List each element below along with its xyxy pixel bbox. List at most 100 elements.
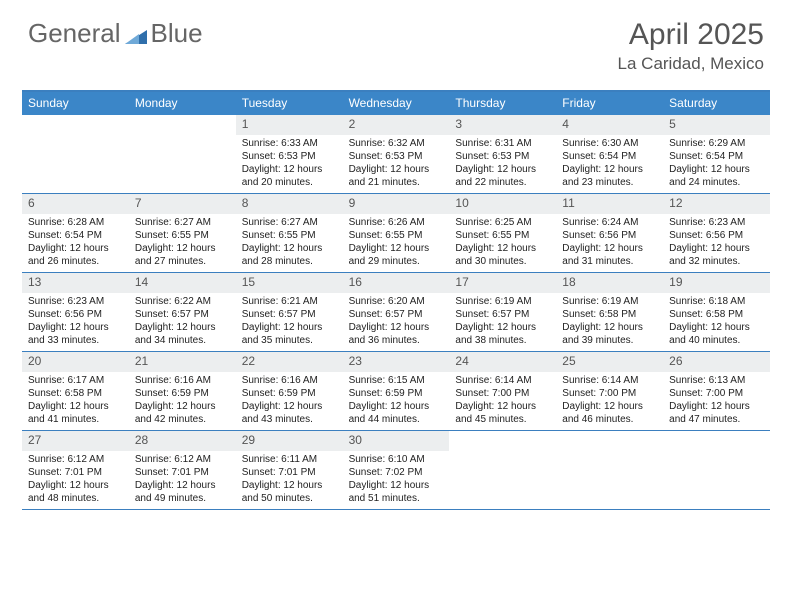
day-number: 20 (22, 352, 129, 372)
day-number: 12 (663, 194, 770, 214)
sunrise-line: Sunrise: 6:11 AM (242, 453, 337, 466)
day-body: Sunrise: 6:26 AMSunset: 6:55 PMDaylight:… (343, 214, 450, 272)
day-cell: 22Sunrise: 6:16 AMSunset: 6:59 PMDayligh… (236, 352, 343, 430)
day-cell: 15Sunrise: 6:21 AMSunset: 6:57 PMDayligh… (236, 273, 343, 351)
day-number: 21 (129, 352, 236, 372)
sunset-line: Sunset: 6:58 PM (669, 308, 764, 321)
daylight-line: Daylight: 12 hours and 51 minutes. (349, 479, 444, 505)
daylight-line: Daylight: 12 hours and 26 minutes. (28, 242, 123, 268)
sunrise-line: Sunrise: 6:14 AM (562, 374, 657, 387)
day-cell: 30Sunrise: 6:10 AMSunset: 7:02 PMDayligh… (343, 431, 450, 509)
sunset-line: Sunset: 7:01 PM (242, 466, 337, 479)
sunset-line: Sunset: 6:57 PM (242, 308, 337, 321)
daylight-line: Daylight: 12 hours and 40 minutes. (669, 321, 764, 347)
sunset-line: Sunset: 6:54 PM (28, 229, 123, 242)
day-body: Sunrise: 6:11 AMSunset: 7:01 PMDaylight:… (236, 451, 343, 509)
day-number: 23 (343, 352, 450, 372)
day-body: Sunrise: 6:16 AMSunset: 6:59 PMDaylight:… (129, 372, 236, 430)
day-cell (129, 115, 236, 193)
sunrise-line: Sunrise: 6:14 AM (455, 374, 550, 387)
day-body: Sunrise: 6:12 AMSunset: 7:01 PMDaylight:… (22, 451, 129, 509)
day-number: 22 (236, 352, 343, 372)
sunset-line: Sunset: 6:53 PM (242, 150, 337, 163)
daylight-line: Daylight: 12 hours and 44 minutes. (349, 400, 444, 426)
day-number: 15 (236, 273, 343, 293)
week-row: 13Sunrise: 6:23 AMSunset: 6:56 PMDayligh… (22, 273, 770, 352)
day-number: 16 (343, 273, 450, 293)
sunrise-line: Sunrise: 6:23 AM (28, 295, 123, 308)
sunrise-line: Sunrise: 6:16 AM (135, 374, 230, 387)
daylight-line: Daylight: 12 hours and 48 minutes. (28, 479, 123, 505)
brand-logo: General Blue (28, 18, 203, 49)
sunrise-line: Sunrise: 6:21 AM (242, 295, 337, 308)
day-cell: 26Sunrise: 6:13 AMSunset: 7:00 PMDayligh… (663, 352, 770, 430)
day-body: Sunrise: 6:23 AMSunset: 6:56 PMDaylight:… (22, 293, 129, 351)
day-number: 14 (129, 273, 236, 293)
daylight-line: Daylight: 12 hours and 34 minutes. (135, 321, 230, 347)
day-number: 2 (343, 115, 450, 135)
sunset-line: Sunset: 6:54 PM (562, 150, 657, 163)
daylight-line: Daylight: 12 hours and 23 minutes. (562, 163, 657, 189)
sunrise-line: Sunrise: 6:19 AM (562, 295, 657, 308)
day-number: 7 (129, 194, 236, 214)
sunset-line: Sunset: 7:01 PM (28, 466, 123, 479)
sunrise-line: Sunrise: 6:27 AM (242, 216, 337, 229)
day-cell: 5Sunrise: 6:29 AMSunset: 6:54 PMDaylight… (663, 115, 770, 193)
dow-cell: Wednesday (343, 92, 450, 115)
daylight-line: Daylight: 12 hours and 24 minutes. (669, 163, 764, 189)
day-number: 24 (449, 352, 556, 372)
daylight-line: Daylight: 12 hours and 39 minutes. (562, 321, 657, 347)
sunrise-line: Sunrise: 6:31 AM (455, 137, 550, 150)
sunset-line: Sunset: 6:55 PM (455, 229, 550, 242)
sunrise-line: Sunrise: 6:28 AM (28, 216, 123, 229)
day-cell: 14Sunrise: 6:22 AMSunset: 6:57 PMDayligh… (129, 273, 236, 351)
sunrise-line: Sunrise: 6:32 AM (349, 137, 444, 150)
week-row: 1 Sunrise: 6:33 AMSunset: 6:53 PM Daylight… (22, 115, 770, 194)
day-body: Sunrise: 6:21 AMSunset: 6:57 PMDaylight:… (236, 293, 343, 351)
sunrise-line: Sunrise: 6:23 AM (669, 216, 764, 229)
sunrise-line: Sunrise: 6:12 AM (28, 453, 123, 466)
day-body: Sunrise: 6:28 AMSunset: 6:54 PMDaylight:… (22, 214, 129, 272)
day-cell: 20Sunrise: 6:17 AMSunset: 6:58 PMDayligh… (22, 352, 129, 430)
sunrise-line: Sunrise: 6:24 AM (562, 216, 657, 229)
sunset-line: Sunset: 6:56 PM (669, 229, 764, 242)
day-body: Sunrise: 6:12 AMSunset: 7:01 PMDaylight:… (129, 451, 236, 509)
sunrise-line: Sunrise: 6:29 AM (669, 137, 764, 150)
sunrise-line: Sunrise: 6:33 AM (242, 137, 337, 150)
sunset-line: Sunset: 6:54 PM (669, 150, 764, 163)
day-cell: 10Sunrise: 6:25 AMSunset: 6:55 PMDayligh… (449, 194, 556, 272)
day-cell: 18Sunrise: 6:19 AMSunset: 6:58 PMDayligh… (556, 273, 663, 351)
daylight-line: Daylight: 12 hours and 50 minutes. (242, 479, 337, 505)
sunrise-line: Sunrise: 6:18 AM (669, 295, 764, 308)
sunrise-line: Sunrise: 6:27 AM (135, 216, 230, 229)
day-cell: 13Sunrise: 6:23 AMSunset: 6:56 PMDayligh… (22, 273, 129, 351)
day-number: 26 (663, 352, 770, 372)
day-cell (663, 431, 770, 509)
week-row: 27Sunrise: 6:12 AMSunset: 7:01 PMDayligh… (22, 431, 770, 510)
day-cell: 17Sunrise: 6:19 AMSunset: 6:57 PMDayligh… (449, 273, 556, 351)
brand-part1: General (28, 18, 121, 49)
sunrise-line: Sunrise: 6:30 AM (562, 137, 657, 150)
sunrise-line: Sunrise: 6:12 AM (135, 453, 230, 466)
day-body: Sunrise: 6:14 AMSunset: 7:00 PMDaylight:… (449, 372, 556, 430)
daylight-line: Daylight: 12 hours and 35 minutes. (242, 321, 337, 347)
day-number: 1 (236, 115, 343, 135)
day-cell: 28Sunrise: 6:12 AMSunset: 7:01 PMDayligh… (129, 431, 236, 509)
page-header: General Blue April 2025 La Caridad, Mexi… (0, 0, 792, 82)
day-body: Sunrise: 6:18 AMSunset: 6:58 PMDaylight:… (663, 293, 770, 351)
sunset-line: Sunset: 6:57 PM (455, 308, 550, 321)
day-of-week-row: SundayMondayTuesdayWednesdayThursdayFrid… (22, 92, 770, 115)
sunset-line: Sunset: 6:55 PM (135, 229, 230, 242)
day-number: 9 (343, 194, 450, 214)
sunset-line: Sunset: 7:00 PM (455, 387, 550, 400)
day-body: Sunrise: 6:13 AMSunset: 7:00 PMDaylight:… (663, 372, 770, 430)
day-body: Sunrise: 6:30 AMSunset: 6:54 PMDaylight:… (556, 135, 663, 193)
day-cell: 11Sunrise: 6:24 AMSunset: 6:56 PMDayligh… (556, 194, 663, 272)
sunrise-line: Sunrise: 6:22 AM (135, 295, 230, 308)
day-cell: 12Sunrise: 6:23 AMSunset: 6:56 PMDayligh… (663, 194, 770, 272)
daylight-line: Daylight: 12 hours and 36 minutes. (349, 321, 444, 347)
dow-cell: Friday (556, 92, 663, 115)
brand-triangle-icon (125, 26, 147, 44)
day-body: Sunrise: 6:14 AMSunset: 7:00 PMDaylight:… (556, 372, 663, 430)
sunset-line: Sunset: 6:58 PM (28, 387, 123, 400)
